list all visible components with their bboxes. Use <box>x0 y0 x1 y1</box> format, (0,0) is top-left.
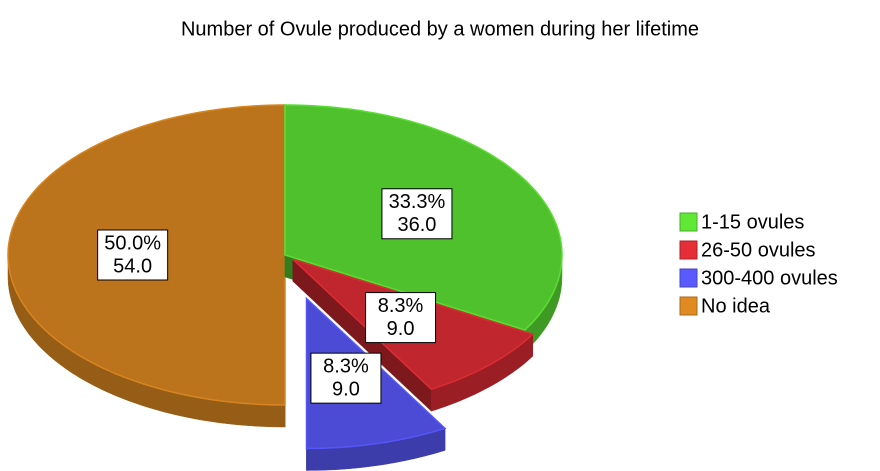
percent-label: 8.3% <box>323 355 369 377</box>
legend-label: 26-50 ovules <box>701 239 816 261</box>
chart-title: Number of Ovule produced by a women duri… <box>181 18 699 40</box>
data-label-box <box>365 292 437 344</box>
data-label-box <box>381 188 453 240</box>
legend-swatch <box>679 240 698 260</box>
legend-swatch <box>679 212 698 232</box>
value-label: 9.0 <box>387 318 415 340</box>
legend-label: 300-400 ovules <box>701 267 838 289</box>
value-label: 36.0 <box>397 214 436 236</box>
data-label-box <box>310 352 382 404</box>
data-label-box <box>97 229 169 281</box>
legend-label: 1-15 ovules <box>701 211 804 233</box>
value-label: 9.0 <box>332 378 360 400</box>
legend-swatch <box>679 296 698 316</box>
legend-swatch <box>679 268 698 288</box>
percent-label: 50.0% <box>104 232 161 254</box>
value-label: 54.0 <box>113 255 152 277</box>
percent-label: 8.3% <box>378 295 424 317</box>
percent-label: 33.3% <box>389 191 446 213</box>
legend-label: No idea <box>701 295 771 317</box>
